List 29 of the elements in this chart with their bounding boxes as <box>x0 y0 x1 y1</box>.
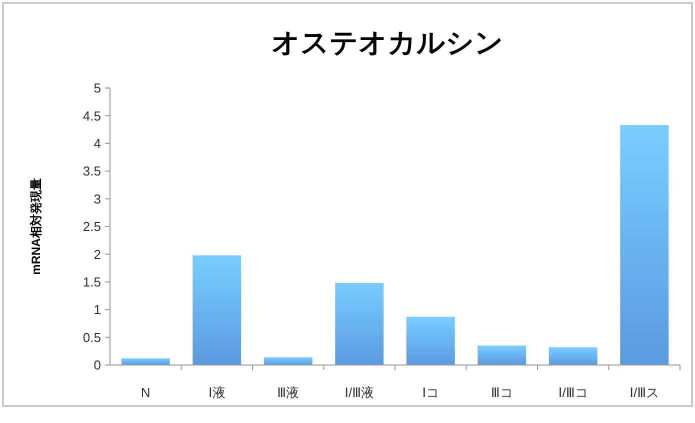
bar <box>620 125 669 365</box>
x-tick-label: Ⅰ/Ⅲコ <box>558 385 588 400</box>
y-tick-label: 3 <box>94 191 101 206</box>
y-tick-label: 0.5 <box>82 330 101 345</box>
bar <box>478 346 526 365</box>
x-tick-label: Ⅰ液 <box>208 385 226 400</box>
bar <box>335 283 384 365</box>
chart-title: オステオカルシン <box>272 27 504 58</box>
y-axis-title: mRNA相対発現量 <box>29 178 43 275</box>
y-tick-label: 2.5 <box>82 219 101 234</box>
bar <box>121 358 170 365</box>
y-tick-label: 0 <box>94 358 101 373</box>
bar <box>264 357 312 365</box>
y-tick-label: 4.5 <box>82 108 101 124</box>
x-tick-label: Ⅰコ <box>422 385 440 400</box>
bar <box>192 255 242 365</box>
bar <box>406 316 455 365</box>
y-tick-label: 1.5 <box>82 274 101 290</box>
x-tick-label: N <box>140 385 150 400</box>
y-tick-label: 2 <box>94 246 101 262</box>
x-tick-label: Ⅲ液 <box>277 385 300 400</box>
bar <box>548 347 598 365</box>
y-tick-label: 4 <box>94 136 101 151</box>
y-tick-label: 3.5 <box>82 164 101 179</box>
y-tick-label: 1 <box>94 302 101 318</box>
y-tick-label: 5 <box>94 80 101 96</box>
x-tick-label: Ⅲコ <box>490 385 513 400</box>
x-tick-label: Ⅰ/Ⅲス <box>630 385 660 400</box>
x-tick-label: Ⅰ/Ⅲ液 <box>344 385 374 400</box>
